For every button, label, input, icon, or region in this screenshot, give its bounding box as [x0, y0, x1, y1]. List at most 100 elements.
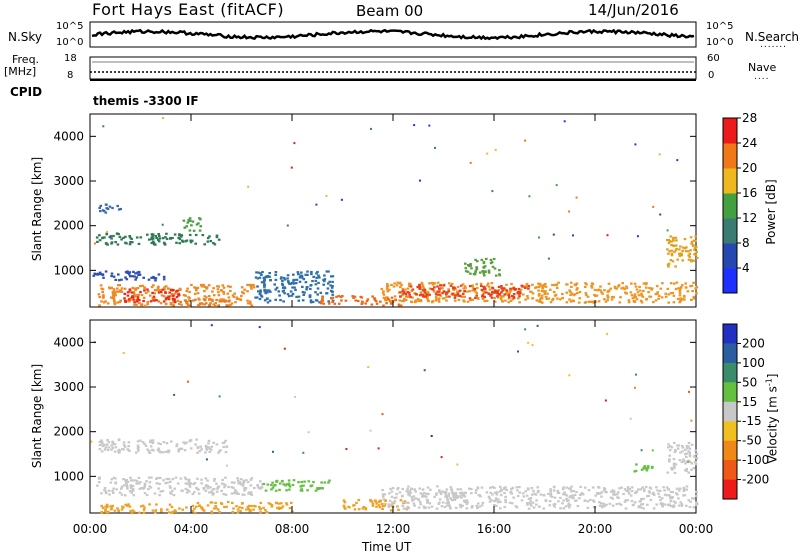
velocity-cell — [109, 505, 112, 508]
xtick-label: 00:00 — [73, 522, 108, 536]
power-cell — [263, 288, 266, 291]
power-cell — [124, 235, 127, 238]
power-cbar-frame — [722, 117, 738, 294]
power-cell — [127, 298, 131, 301]
velocity-cell — [280, 479, 284, 483]
power-cell — [234, 301, 237, 304]
power-cell — [603, 289, 606, 292]
velocity-cell — [600, 491, 604, 494]
power-cell — [208, 304, 211, 307]
power-cell — [382, 296, 386, 299]
power-cell — [143, 289, 146, 292]
power-cell — [207, 284, 211, 287]
power-cell — [461, 292, 465, 295]
power-cell — [198, 302, 202, 305]
velocity-cell — [511, 486, 515, 489]
power-cell — [262, 279, 266, 282]
velocity-cell — [135, 451, 138, 454]
power-cell — [468, 297, 472, 300]
velocity-cell — [148, 485, 151, 488]
power-cell — [456, 290, 459, 293]
velocity-cell — [186, 482, 189, 485]
power-cell — [282, 289, 286, 292]
power-cell — [498, 273, 501, 276]
velocity-cell — [539, 493, 543, 496]
power-cell — [189, 241, 193, 244]
velocity-cell — [159, 443, 162, 446]
power-cell — [512, 293, 516, 296]
velocity-noise-cell — [90, 440, 93, 443]
power-cell — [246, 299, 249, 302]
power-cell — [459, 284, 463, 287]
power-cell — [187, 218, 190, 222]
power-cell — [169, 303, 173, 306]
velocity-cell — [604, 490, 607, 494]
velocity-cell — [223, 505, 226, 509]
power-cell — [188, 229, 192, 232]
power-cell — [491, 265, 495, 268]
power-cell — [458, 289, 462, 292]
power-cell — [556, 297, 559, 300]
velocity-cbar-tick-label: 100 — [742, 356, 765, 370]
power-cell — [161, 288, 165, 291]
velocity-cell — [518, 486, 521, 489]
power-cell — [399, 285, 402, 289]
velocity-cell — [672, 464, 676, 467]
velocity-cell — [401, 504, 405, 507]
velocity-cell — [250, 504, 253, 508]
power-cell — [426, 295, 429, 298]
velocity-cell — [596, 492, 600, 495]
velocity-ylabel: Slant Range [km] — [30, 363, 44, 469]
power-cell — [399, 295, 402, 298]
power-cell — [604, 300, 608, 303]
power-cell — [98, 304, 101, 307]
power-cell — [650, 288, 653, 291]
velocity-cell — [312, 480, 315, 484]
velocity-noise-cell — [258, 326, 261, 329]
power-cell — [256, 285, 259, 288]
velocity-cell — [253, 486, 256, 490]
velocity-cell — [150, 476, 153, 479]
power-cell — [254, 276, 258, 279]
velocity-cell — [208, 447, 211, 450]
power-cell — [622, 286, 625, 289]
power-cell — [627, 299, 631, 302]
velocity-cell — [195, 438, 198, 441]
power-cell — [168, 291, 171, 294]
velocity-cell — [556, 491, 560, 495]
velocity-cell — [597, 486, 601, 489]
velocity-cell — [220, 489, 223, 493]
velocity-cell — [681, 446, 685, 449]
velocity-cell — [177, 450, 181, 453]
power-cell — [205, 286, 209, 289]
velocity-cell — [624, 499, 627, 502]
velocity-cell — [499, 507, 502, 510]
power-cell — [289, 290, 293, 293]
power-cell — [190, 224, 193, 227]
velocity-cell — [223, 486, 226, 489]
power-cbar-segment — [723, 193, 737, 219]
velocity-cell — [215, 490, 219, 493]
power-cell — [408, 284, 411, 287]
power-cell — [147, 290, 150, 293]
power-cell — [518, 290, 521, 293]
velocity-cell — [225, 505, 228, 508]
velocity-cell — [388, 492, 391, 495]
velocity-cell — [684, 462, 687, 465]
power-cell — [482, 260, 486, 263]
power-cell — [617, 285, 620, 288]
velocity-cell — [503, 491, 506, 495]
velocity-cell — [424, 506, 428, 509]
velocity-cell — [300, 484, 303, 487]
velocity-cell — [390, 509, 393, 512]
power-cell — [518, 292, 521, 295]
velocity-cell — [496, 491, 499, 494]
power-cell — [546, 292, 549, 295]
power-cell — [261, 271, 264, 274]
power-cell — [534, 286, 537, 289]
velocity-cell — [623, 488, 627, 491]
velocity-cell — [537, 505, 541, 508]
power-cell — [570, 285, 573, 288]
velocity-cell — [179, 477, 183, 480]
power-cell — [309, 301, 313, 304]
